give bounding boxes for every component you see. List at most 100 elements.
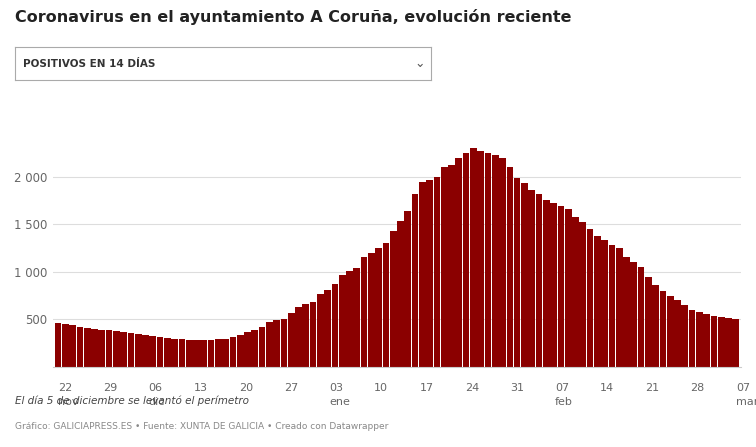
Bar <box>419 182 426 367</box>
Bar <box>550 203 557 367</box>
Bar <box>288 313 295 367</box>
Bar <box>113 331 119 367</box>
Bar <box>332 284 338 367</box>
Bar <box>631 262 637 367</box>
Bar <box>383 243 389 367</box>
Bar <box>208 340 215 367</box>
Text: feb: feb <box>555 397 573 407</box>
Text: 28: 28 <box>690 383 705 393</box>
Bar <box>280 319 287 367</box>
Bar <box>623 257 630 367</box>
Bar <box>390 231 397 367</box>
Bar <box>193 340 200 367</box>
Bar <box>681 305 688 367</box>
Bar <box>718 317 724 367</box>
Text: 06: 06 <box>148 383 163 393</box>
Bar <box>215 339 222 367</box>
Text: 27: 27 <box>284 383 298 393</box>
Bar <box>725 318 732 367</box>
Bar <box>252 329 258 367</box>
Bar <box>587 229 593 367</box>
Bar <box>521 183 528 367</box>
Bar <box>266 322 273 367</box>
Bar <box>375 248 382 367</box>
Bar <box>354 268 360 367</box>
Bar <box>412 194 419 367</box>
Text: POSITIVOS EN 14 DÍAS: POSITIVOS EN 14 DÍAS <box>23 59 156 69</box>
Bar <box>295 307 302 367</box>
Bar <box>579 222 586 367</box>
Text: 13: 13 <box>194 383 208 393</box>
Bar <box>222 338 229 367</box>
Bar <box>361 257 367 367</box>
Bar <box>404 211 411 367</box>
Bar <box>536 194 542 367</box>
Text: 07: 07 <box>736 383 750 393</box>
Text: 07: 07 <box>555 383 569 393</box>
Bar <box>106 330 113 367</box>
Text: nov: nov <box>58 397 79 407</box>
Text: mar: mar <box>736 397 756 407</box>
Bar <box>259 327 265 367</box>
Bar <box>178 339 185 367</box>
Text: 17: 17 <box>420 383 434 393</box>
Bar <box>310 302 317 367</box>
Bar <box>135 334 141 367</box>
Bar <box>70 325 76 367</box>
Text: El día 5 de diciembre se levantó el perímetro: El día 5 de diciembre se levantó el perí… <box>15 396 249 406</box>
Bar <box>76 327 83 367</box>
Bar <box>601 240 608 367</box>
Bar <box>572 217 579 367</box>
Bar <box>317 295 324 367</box>
Bar <box>302 304 309 367</box>
Bar <box>456 158 462 367</box>
Text: 31: 31 <box>510 383 524 393</box>
Text: Gráfico: GALICIAPRESS.ES • Fuente: XUNTA DE GALICIA • Creado con Datawrapper: Gráfico: GALICIAPRESS.ES • Fuente: XUNTA… <box>15 422 389 431</box>
Bar <box>324 290 331 367</box>
Bar <box>434 177 440 367</box>
Text: ⌄: ⌄ <box>414 57 425 70</box>
Bar <box>689 310 696 367</box>
Text: 22: 22 <box>58 383 73 393</box>
Bar <box>448 165 455 367</box>
Text: ene: ene <box>329 397 350 407</box>
Bar <box>565 209 572 367</box>
Bar <box>499 158 506 367</box>
Bar <box>156 337 163 367</box>
Text: dic: dic <box>148 397 165 407</box>
Bar <box>638 267 644 367</box>
Bar <box>616 248 622 367</box>
Bar <box>120 333 127 367</box>
Bar <box>674 300 681 367</box>
Text: 21: 21 <box>646 383 659 393</box>
Bar <box>543 199 550 367</box>
Bar <box>703 314 710 367</box>
Text: 10: 10 <box>374 383 389 393</box>
Bar <box>62 324 69 367</box>
Bar <box>557 206 564 367</box>
Text: 29: 29 <box>104 383 117 393</box>
Bar <box>172 338 178 367</box>
Bar <box>84 328 91 367</box>
Text: 03: 03 <box>329 383 343 393</box>
Bar <box>477 151 484 367</box>
Bar <box>507 167 513 367</box>
Bar <box>659 291 666 367</box>
Bar <box>54 323 61 367</box>
Text: Coronavirus en el ayuntamiento A Coruña, evolución reciente: Coronavirus en el ayuntamiento A Coruña,… <box>15 9 572 25</box>
Bar <box>346 271 353 367</box>
Bar <box>441 167 448 367</box>
Bar <box>274 320 280 367</box>
Bar <box>609 245 615 367</box>
Bar <box>368 253 375 367</box>
Bar <box>164 338 171 367</box>
Bar <box>711 316 717 367</box>
Bar <box>150 336 156 367</box>
Bar <box>594 236 601 367</box>
Bar <box>470 148 477 367</box>
Bar <box>426 180 433 367</box>
Bar <box>492 155 499 367</box>
Bar <box>463 153 469 367</box>
Bar <box>485 153 491 367</box>
Bar <box>733 319 739 367</box>
